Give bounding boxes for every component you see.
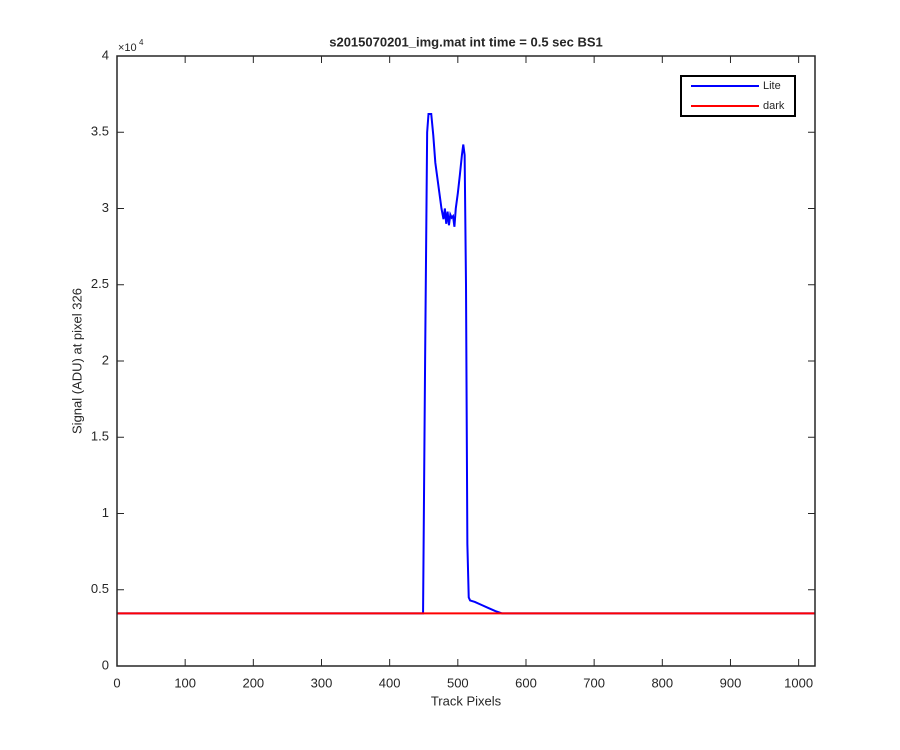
y-axis-label: Signal (ADU) at pixel 326 <box>69 288 84 434</box>
x-tick-label: 300 <box>311 675 333 690</box>
x-tick-label: 0 <box>113 675 120 690</box>
y-tick-label: 2 <box>102 352 109 367</box>
legend-box <box>680 75 796 117</box>
legend-label: dark <box>763 100 785 112</box>
x-tick-label: 500 <box>447 675 469 690</box>
y-tick-label: 0 <box>102 657 109 672</box>
y-tick-label: 3.5 <box>91 124 109 139</box>
y-tick-label: 1.5 <box>91 429 109 444</box>
x-tick-label: 400 <box>379 675 401 690</box>
x-axis-label: Track Pixels <box>431 693 502 708</box>
y-tick-label: 4 <box>102 47 109 62</box>
y-tick-label: 1 <box>102 505 109 520</box>
x-tick-label: 900 <box>720 675 742 690</box>
legend-label: Lite <box>763 80 781 92</box>
x-tick-label: 200 <box>242 675 264 690</box>
chart-title: s2015070201_img.mat int time = 0.5 sec B… <box>329 34 603 49</box>
x-tick-label: 100 <box>174 675 196 690</box>
x-tick-label: 800 <box>651 675 673 690</box>
axes-box <box>116 55 816 667</box>
y-tick-label: 3 <box>102 200 109 215</box>
y-tick-label: 2.5 <box>91 276 109 291</box>
x-tick-label: 600 <box>515 675 537 690</box>
x-tick-label: 1000 <box>784 675 813 690</box>
y-multiplier: ×10 <box>118 42 137 54</box>
y-tick-label: 0.5 <box>91 581 109 596</box>
data-line <box>117 112 815 615</box>
y-multiplier-exponent: 4 <box>139 38 144 47</box>
x-tick-label: 700 <box>583 675 605 690</box>
